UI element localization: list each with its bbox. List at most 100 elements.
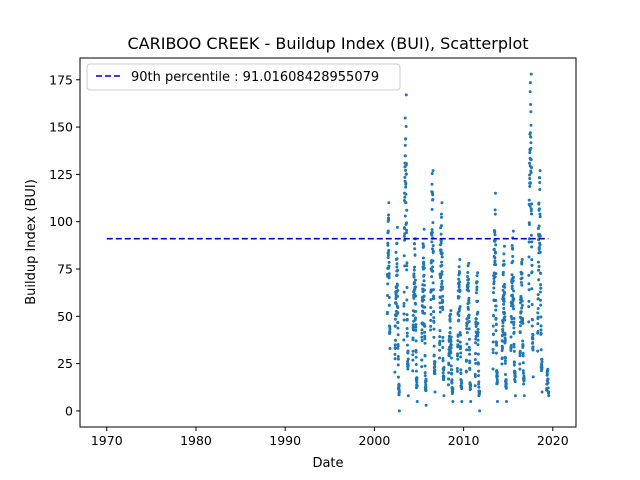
data-point (495, 370, 499, 374)
data-point (512, 330, 516, 334)
data-point (520, 303, 524, 307)
data-point (473, 384, 477, 388)
data-point (530, 263, 534, 267)
data-point (501, 270, 505, 274)
data-point (387, 303, 391, 307)
data-point (412, 275, 416, 279)
data-point (467, 316, 471, 320)
data-point (467, 301, 471, 305)
data-point (546, 377, 550, 381)
data-point (395, 273, 399, 277)
data-point (405, 268, 409, 272)
data-point (512, 320, 516, 324)
data-point (403, 214, 407, 218)
data-point (502, 259, 506, 263)
data-point (540, 390, 544, 394)
data-point (430, 207, 434, 211)
data-point (438, 348, 442, 352)
data-point (413, 287, 417, 291)
data-point (459, 333, 463, 337)
data-point (518, 324, 522, 328)
data-point (404, 125, 408, 129)
data-point (442, 378, 446, 382)
data-point (518, 331, 522, 335)
data-point (493, 238, 497, 242)
data-point (440, 282, 444, 286)
data-point (465, 342, 469, 346)
data-point (502, 244, 506, 248)
data-point (447, 354, 451, 358)
data-point (458, 288, 462, 292)
data-point (475, 274, 479, 278)
data-point (404, 172, 408, 176)
data-point (509, 335, 513, 339)
data-point (522, 394, 526, 398)
data-point (397, 384, 401, 388)
data-point (393, 352, 397, 356)
data-point (503, 336, 507, 340)
data-point (414, 302, 418, 306)
data-point (396, 326, 400, 330)
data-point (440, 279, 444, 283)
data-point (424, 388, 428, 392)
data-point (511, 229, 515, 233)
y-tick-label: 25 (57, 356, 73, 371)
data-point (512, 322, 516, 326)
data-point (493, 275, 497, 279)
y-tick-label: 125 (49, 167, 73, 182)
data-point (469, 387, 473, 391)
data-point (411, 336, 415, 340)
data-point (527, 288, 531, 292)
data-point (469, 399, 473, 403)
x-tick-label: 2020 (537, 433, 569, 448)
data-point (406, 362, 410, 366)
data-point (388, 325, 392, 329)
data-point (500, 362, 504, 366)
data-point (404, 181, 408, 185)
data-point (403, 175, 407, 179)
data-point (466, 264, 470, 268)
data-point (512, 289, 516, 293)
data-point (503, 283, 507, 287)
data-point (397, 409, 401, 413)
data-point (441, 335, 445, 339)
data-point (440, 255, 444, 259)
y-tick-label: 75 (57, 261, 73, 276)
data-point (527, 305, 531, 309)
data-point (386, 229, 390, 233)
data-point (433, 360, 437, 364)
data-point (537, 224, 541, 228)
y-tick-label: 175 (49, 72, 73, 87)
data-point (494, 304, 498, 308)
data-point (492, 286, 496, 290)
data-point (405, 331, 409, 335)
data-point (539, 315, 543, 319)
data-point (513, 394, 517, 398)
data-point (510, 284, 514, 288)
data-point (474, 291, 478, 295)
data-point (476, 321, 480, 325)
data-point (386, 253, 390, 257)
data-point (433, 390, 437, 394)
data-point (446, 383, 450, 387)
data-point (413, 281, 417, 285)
data-point (519, 296, 523, 300)
data-point (529, 141, 533, 145)
data-point (465, 327, 469, 331)
data-point (539, 324, 543, 328)
data-point (431, 244, 435, 248)
data-point (467, 277, 471, 281)
y-axis-title: Buildup Index (BUI) (24, 179, 39, 305)
data-point (397, 390, 401, 394)
data-point (414, 339, 418, 343)
data-point (387, 295, 391, 299)
data-point (521, 317, 525, 321)
data-point (536, 311, 540, 315)
data-point (423, 330, 427, 334)
data-point (404, 231, 408, 235)
data-point (510, 273, 514, 277)
data-point (423, 364, 427, 368)
data-point (450, 371, 454, 375)
data-point (476, 271, 480, 275)
data-point (476, 327, 480, 331)
